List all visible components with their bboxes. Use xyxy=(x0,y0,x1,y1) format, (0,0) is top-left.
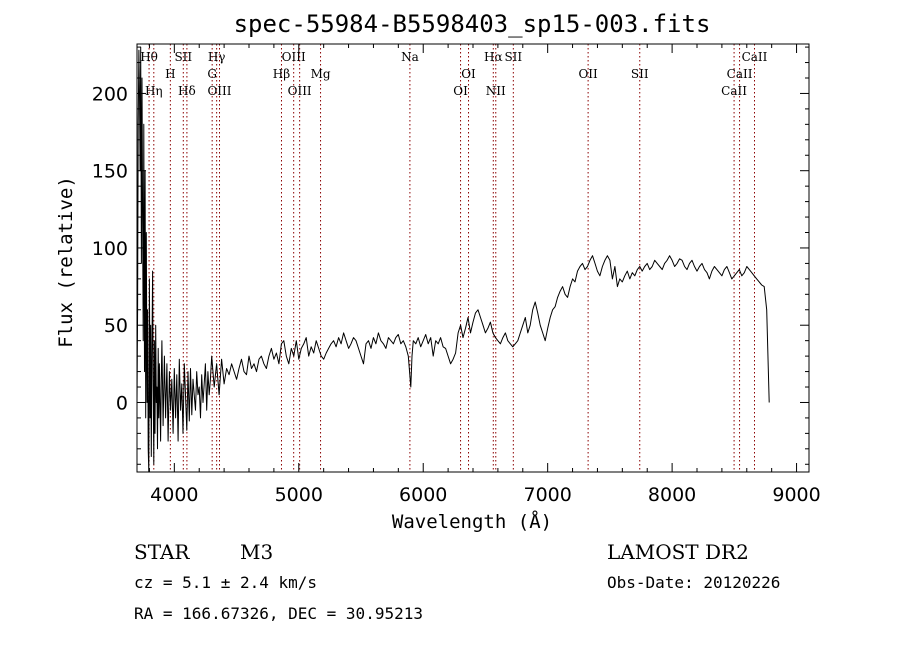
line-marker-label: NII xyxy=(486,84,506,98)
spectrum-line xyxy=(136,46,770,473)
y-axis-label: Flux (relative) xyxy=(55,176,77,348)
y-tick-label: 150 xyxy=(92,161,128,183)
line-marker-label: OIII xyxy=(282,50,306,64)
x-tick-label: 4000 xyxy=(150,484,198,506)
line-marker-label: H xyxy=(165,67,175,81)
plot-frame xyxy=(136,43,810,473)
line-marker-label: CaII xyxy=(721,84,747,98)
coordinates: RA = 166.67326, DEC = 30.95213 xyxy=(134,604,423,623)
line-marker-label: OI xyxy=(461,67,476,81)
x-tick-label: 6000 xyxy=(399,484,447,506)
line-marker-label: G xyxy=(207,67,217,81)
line-marker-label: OIII xyxy=(207,84,231,98)
object-subclass: M3 xyxy=(240,540,273,564)
line-marker-label: OII xyxy=(578,67,598,81)
redshift-velocity: cz = 5.1 ± 2.4 km/s xyxy=(134,573,317,592)
line-marker-label: SII xyxy=(174,50,192,64)
observation-date: Obs-Date: 20120226 xyxy=(607,573,780,592)
line-marker-label: OI xyxy=(453,84,468,98)
x-axis-label: Wavelength (Å) xyxy=(392,510,552,533)
x-tick-label: 8000 xyxy=(648,484,696,506)
line-marker-label: CaII xyxy=(742,50,768,64)
line-marker-label: CaII xyxy=(727,67,753,81)
line-marker-label: Hα xyxy=(484,50,503,64)
survey-name: LAMOST DR2 xyxy=(607,540,749,564)
y-tick-label: 100 xyxy=(92,238,128,260)
line-marker-label: OIII xyxy=(288,84,312,98)
y-tick-label: 0 xyxy=(116,392,128,414)
x-tick-label: 9000 xyxy=(772,484,820,506)
line-marker-label: SII xyxy=(504,50,522,64)
line-marker-label: Hη xyxy=(145,84,163,98)
x-tick-label: 7000 xyxy=(523,484,571,506)
line-marker-label: Hθ xyxy=(140,50,158,64)
y-tick-label: 50 xyxy=(104,315,128,337)
object-class: STAR xyxy=(134,540,190,564)
spectrum-series xyxy=(136,46,770,473)
line-marker-label: Hβ xyxy=(273,67,290,81)
line-marker-label: SII xyxy=(631,67,649,81)
y-tick-label: 200 xyxy=(92,83,128,105)
y-axis-ticks: 0 50 100 150 200 xyxy=(92,46,809,465)
chart-title: spec-55984-B5598403_sp15-003.fits xyxy=(234,10,711,38)
x-tick-label: 5000 xyxy=(275,484,323,506)
line-marker-label: Hγ xyxy=(208,50,226,64)
x-axis-ticks: 4000 5000 6000 7000 8000 9000 xyxy=(148,44,821,506)
line-marker-label: Na xyxy=(401,50,419,64)
line-marker-label: Mg xyxy=(311,67,331,81)
line-marker-label: Hδ xyxy=(178,84,196,98)
